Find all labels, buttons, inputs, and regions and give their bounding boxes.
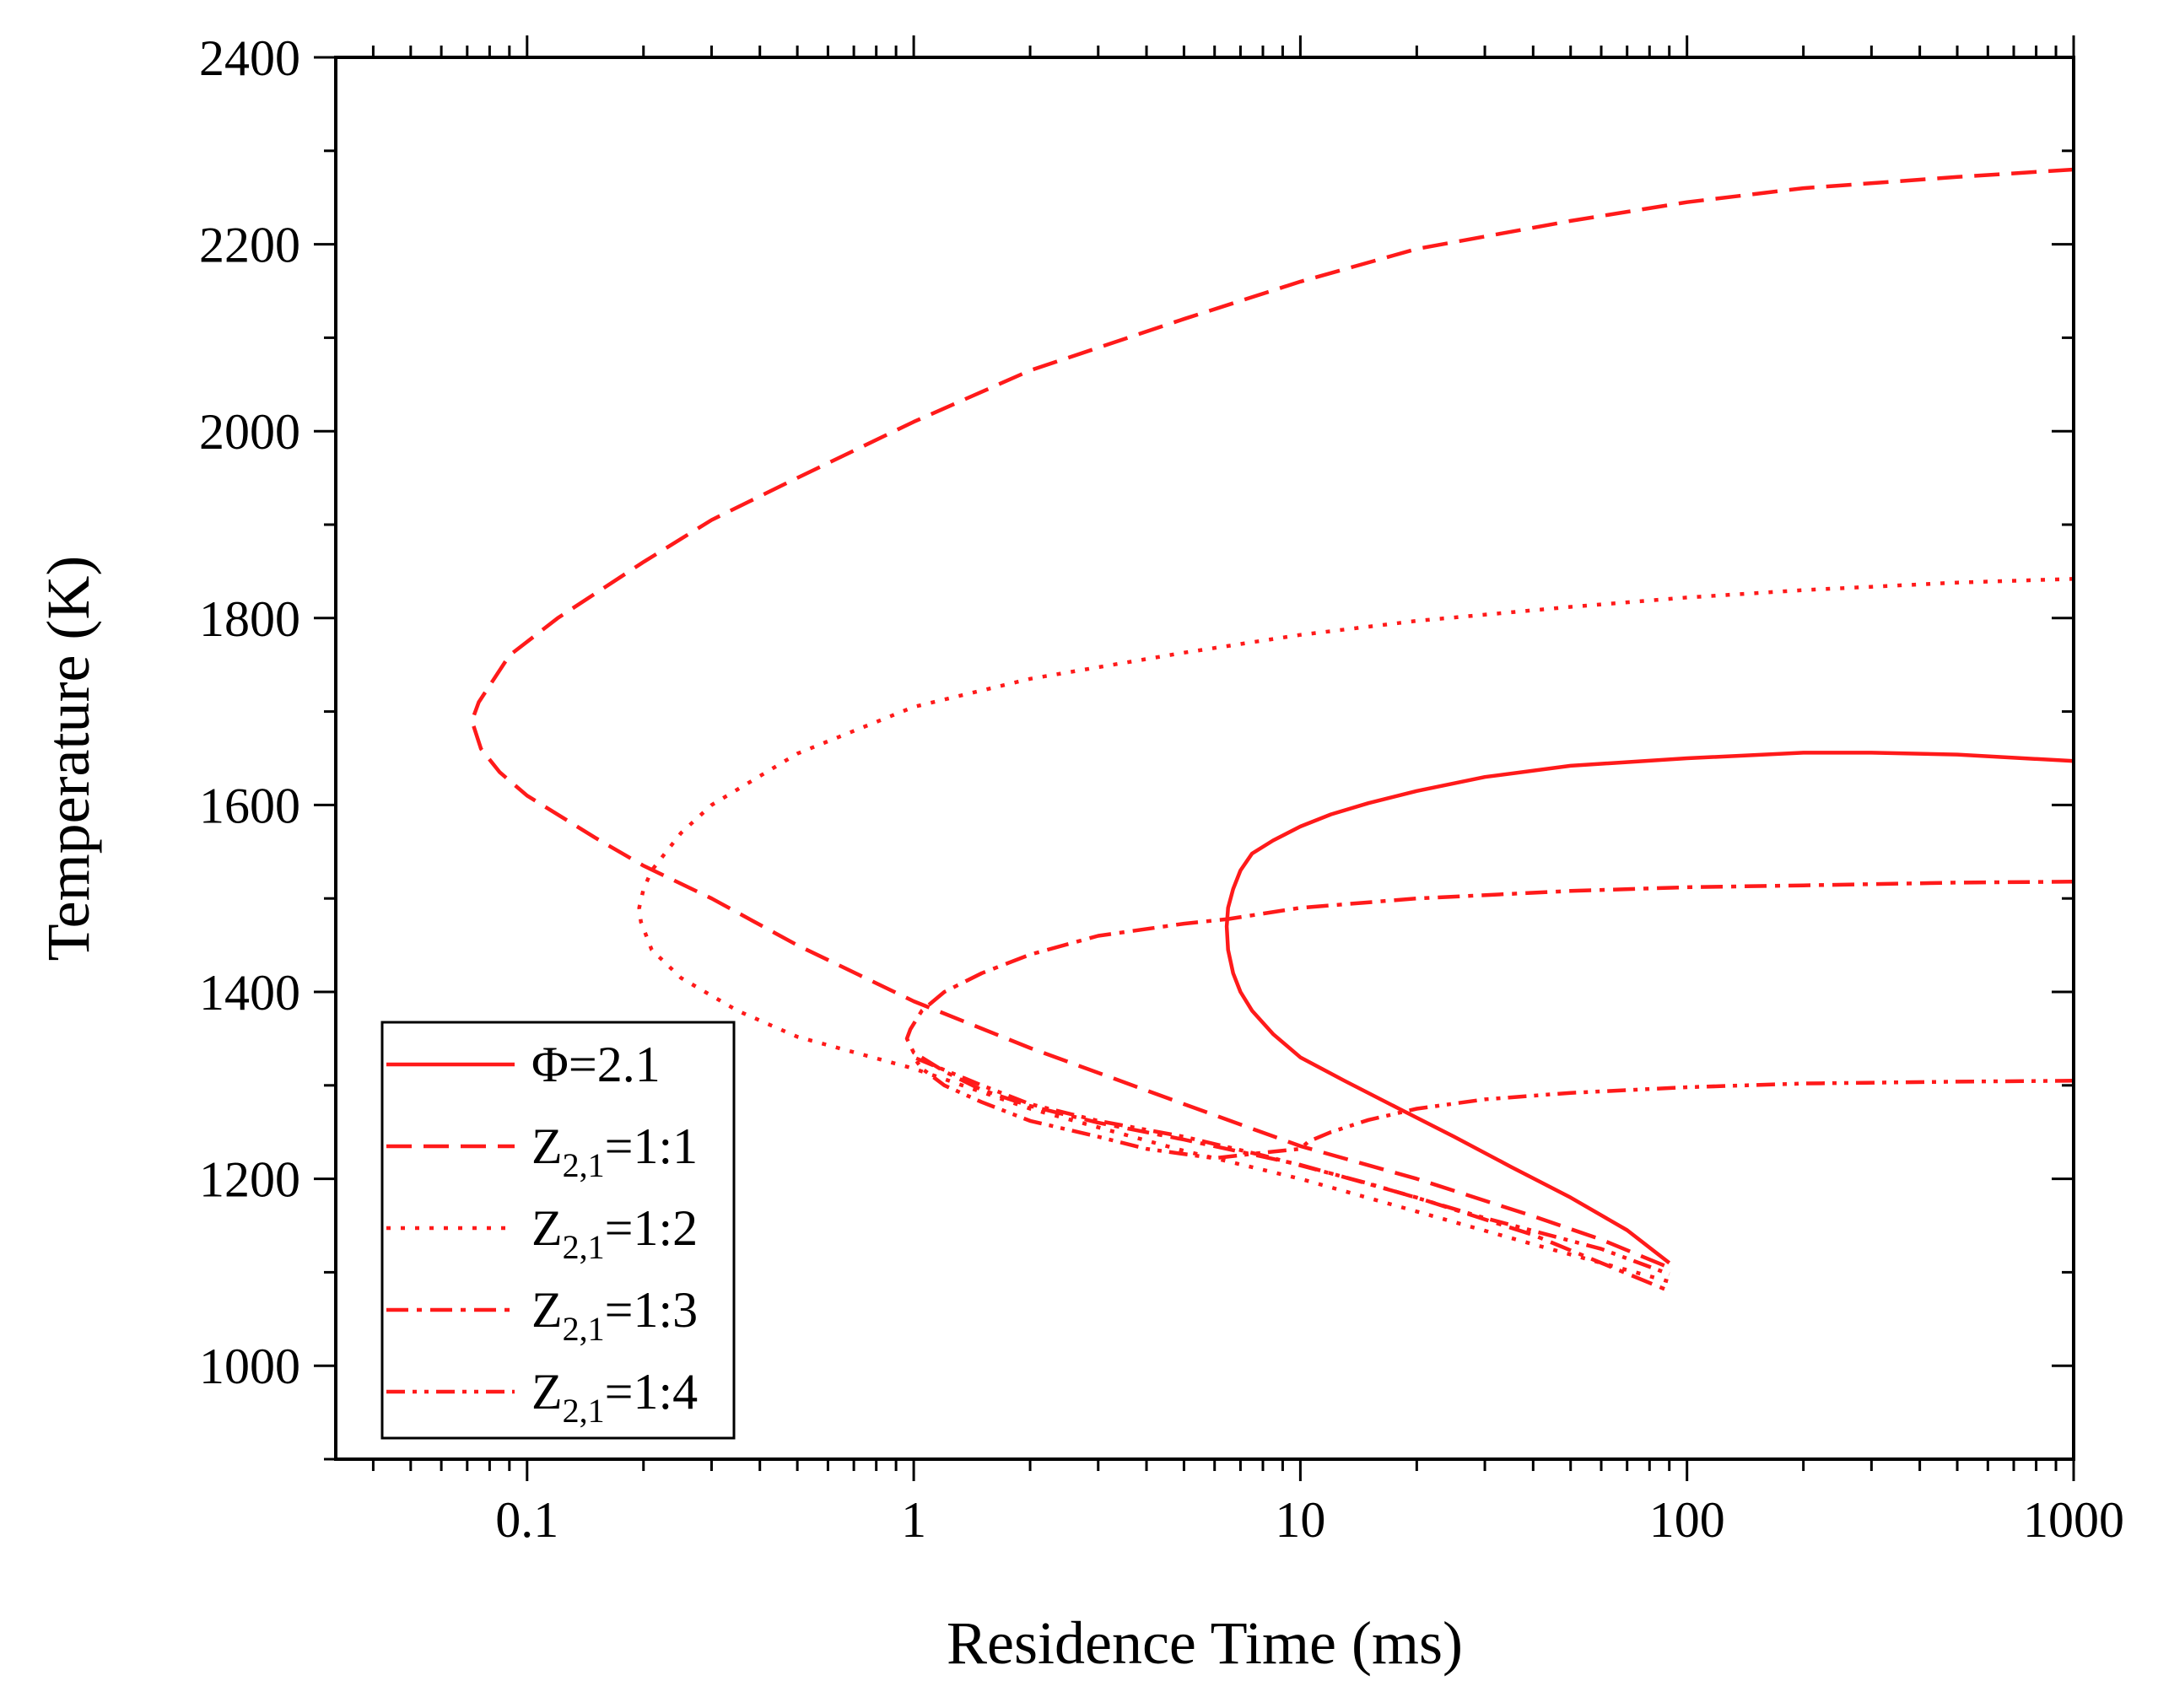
- y-tick-label: 1800: [199, 591, 300, 647]
- legend-label-main: Φ=2.1: [531, 1037, 661, 1092]
- x-tick-label: 10: [1275, 1492, 1325, 1548]
- legend-label-3: Z2,1=1:2: [531, 1200, 698, 1266]
- legend: Φ=2.1Z2,1=1:1Z2,1=1:2Z2,1=1:3Z2,1=1:4: [380, 1021, 736, 1440]
- series-line-1: [1224, 751, 2074, 1265]
- legend-label-2: Z2,1=1:1: [531, 1118, 698, 1184]
- legend-label-subscript: 2,1: [563, 1228, 605, 1266]
- plot-frame: [334, 56, 2075, 1461]
- y-tick-label: 1000: [199, 1339, 300, 1394]
- legend-label-main: Z: [531, 1118, 563, 1174]
- ticks-layer: [314, 35, 2075, 1481]
- legend-label-subscript: 2,1: [563, 1392, 605, 1430]
- y-tick-label: 2000: [199, 404, 300, 460]
- legend-label-tail: =1:4: [605, 1364, 699, 1420]
- legend-label-main: Z: [531, 1200, 563, 1256]
- series-line-2: [470, 167, 2074, 1269]
- legend-label-tail: =1:3: [605, 1282, 699, 1338]
- series-layer: [470, 167, 2074, 1293]
- y-tick-label: 2200: [199, 218, 300, 273]
- y-axis-title: Temperature (K): [35, 556, 102, 962]
- legend-entries: Φ=2.1Z2,1=1:1Z2,1=1:2Z2,1=1:3Z2,1=1:4: [386, 1037, 698, 1430]
- tick-labels-layer: 0.1 1 10 100 1000 1000 1200 1400 1600 1800 2000 220…: [199, 30, 2124, 1548]
- legend-label-5: Z2,1=1:4: [531, 1364, 698, 1430]
- y-tick-label: 2400: [199, 30, 300, 86]
- legend-label-main: Z: [531, 1282, 563, 1338]
- x-tick-label: 0.1: [495, 1492, 558, 1548]
- y-tick-label: 1400: [199, 965, 300, 1021]
- series-line-3: [637, 577, 2074, 1284]
- x-tick-label: 100: [1649, 1492, 1725, 1548]
- y-tick-label: 1200: [199, 1152, 300, 1208]
- legend-label-subscript: 2,1: [563, 1310, 605, 1348]
- legend-label-main: Z: [531, 1364, 563, 1420]
- legend-label-tail: =1:2: [605, 1200, 699, 1256]
- x-tick-label: 1000: [2023, 1492, 2124, 1548]
- series-line-5: [911, 1055, 2074, 1276]
- x-axis-title: Residence Time (ms): [947, 1609, 1463, 1677]
- legend-label-1: Φ=2.1: [531, 1037, 661, 1092]
- legend-label-subscript: 2,1: [563, 1146, 605, 1184]
- x-tick-label: 1: [901, 1492, 926, 1548]
- legend-label-tail: =1:1: [605, 1118, 699, 1174]
- legend-label-4: Z2,1=1:3: [531, 1282, 698, 1348]
- legend-box: [380, 1021, 736, 1440]
- y-tick-label: 1600: [199, 778, 300, 833]
